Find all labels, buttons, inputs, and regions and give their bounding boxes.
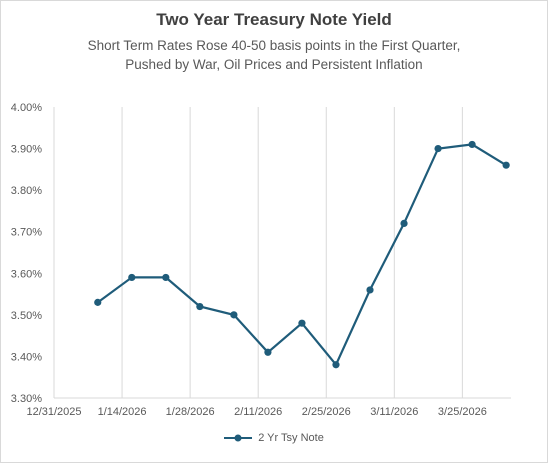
data-point <box>162 273 170 282</box>
x-tick-label: 12/31/2025 <box>26 406 81 418</box>
chart-legend: 2 Yr Tsy Note <box>0 432 548 444</box>
data-point <box>400 219 408 227</box>
x-tick-label: 2/11/2026 <box>234 406 282 418</box>
y-tick-label: 3.80% <box>11 185 42 197</box>
data-point <box>332 361 340 369</box>
data-point <box>128 273 136 282</box>
x-tick-label: 1/28/2026 <box>166 406 215 418</box>
data-point <box>196 302 204 311</box>
series-line <box>97 143 507 367</box>
chart-subtitle-line-1: Short Term Rates Rose 40-50 basis points… <box>87 38 461 53</box>
x-tick-label: 1/14/2026 <box>98 406 147 418</box>
data-point <box>298 319 306 327</box>
y-tick-label: 3.90% <box>11 144 42 156</box>
chart-title: Two Year Treasury Note Yield <box>156 10 392 29</box>
data-point <box>94 298 102 306</box>
data-point <box>502 161 510 169</box>
data-point <box>366 286 374 294</box>
chart-subtitle-line-2: Pushed by War, Oil Prices and Persistent… <box>125 57 423 72</box>
y-tick-label: 4.00% <box>11 102 42 114</box>
x-tick-label: 3/11/2026 <box>370 406 418 418</box>
y-tick-label: 3.60% <box>11 268 42 280</box>
y-tick-label: 3.70% <box>11 227 42 239</box>
data-point <box>264 348 272 356</box>
x-tick-label: 2/25/2026 <box>302 406 351 418</box>
legend-swatch <box>224 434 253 442</box>
data-point <box>434 144 442 153</box>
y-tick-label: 3.40% <box>11 351 42 363</box>
chart-subtitle: Short Term Rates Rose 40-50 basis points… <box>0 36 548 74</box>
y-tick-label: 3.30% <box>11 393 42 405</box>
legend-label: 2 Yr Tsy Note <box>258 432 324 444</box>
data-point <box>230 311 238 319</box>
data-point <box>468 140 476 149</box>
x-tick-label: 3/25/2026 <box>438 406 487 418</box>
y-tick-label: 3.50% <box>11 310 42 322</box>
